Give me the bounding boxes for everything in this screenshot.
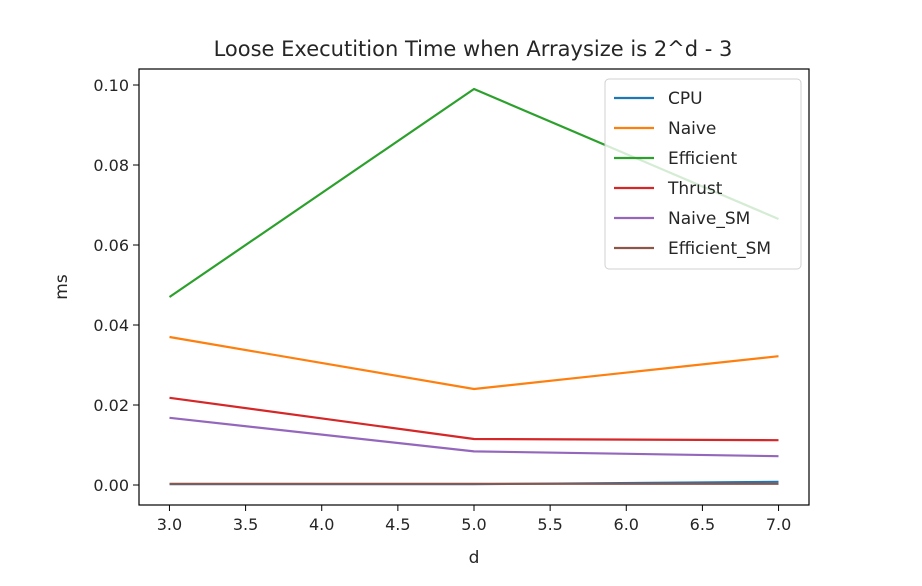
x-tick-label: 5.5	[537, 515, 562, 534]
x-tick-label: 7.0	[766, 515, 791, 534]
y-tick-label: 0.04	[93, 316, 129, 335]
y-tick-label: 0.06	[93, 236, 129, 255]
y-tick-label: 0.08	[93, 156, 129, 175]
legend-items: CPU Naive Efficient Thrust Naive_SM Efficient…	[614, 89, 771, 259]
x-axis-label: d	[469, 548, 480, 568]
legend-label-efficient: Efficient	[668, 149, 737, 169]
y-tick-label: 0.10	[93, 76, 129, 95]
series-line-naive	[169, 335, 779, 391]
legend-label-thrust: Thrust	[667, 179, 723, 199]
series-line-naive-sm	[169, 416, 779, 458]
legend-box	[604, 78, 802, 270]
x-tick-label: 4.0	[309, 515, 334, 534]
x-tick-label: 4.5	[385, 515, 410, 534]
y-axis: 0.00 0.02 0.04 0.06 0.08 0.10	[93, 76, 139, 495]
series-line-thrust	[169, 396, 779, 442]
legend-label-cpu: CPU	[668, 89, 703, 109]
legend-label-naive: Naive	[668, 119, 716, 139]
legend: CPU Naive Efficient Thrust Naive_SM Efficient…	[604, 78, 802, 270]
legend-label-efficient-sm: Efficient_SM	[668, 239, 771, 259]
y-axis-label: ms	[52, 274, 72, 300]
legend-label-naive-sm: Naive_SM	[668, 209, 750, 229]
x-axis: 3.0 3.5 4.0 4.5 5.0 5.5 6.0 6.5 7.0	[157, 505, 791, 534]
series-layer	[168, 87, 779, 486]
x-tick-label: 3.0	[157, 515, 182, 534]
x-tick-label: 3.5	[233, 515, 258, 534]
chart-title: Loose Executition Time when Arraysize is…	[214, 37, 733, 61]
y-tick-label: 0.00	[93, 476, 129, 495]
x-tick-label: 5.0	[461, 515, 486, 534]
x-tick-label: 6.0	[614, 515, 639, 534]
x-tick-label: 6.5	[690, 515, 715, 534]
y-tick-label: 0.02	[93, 396, 129, 415]
